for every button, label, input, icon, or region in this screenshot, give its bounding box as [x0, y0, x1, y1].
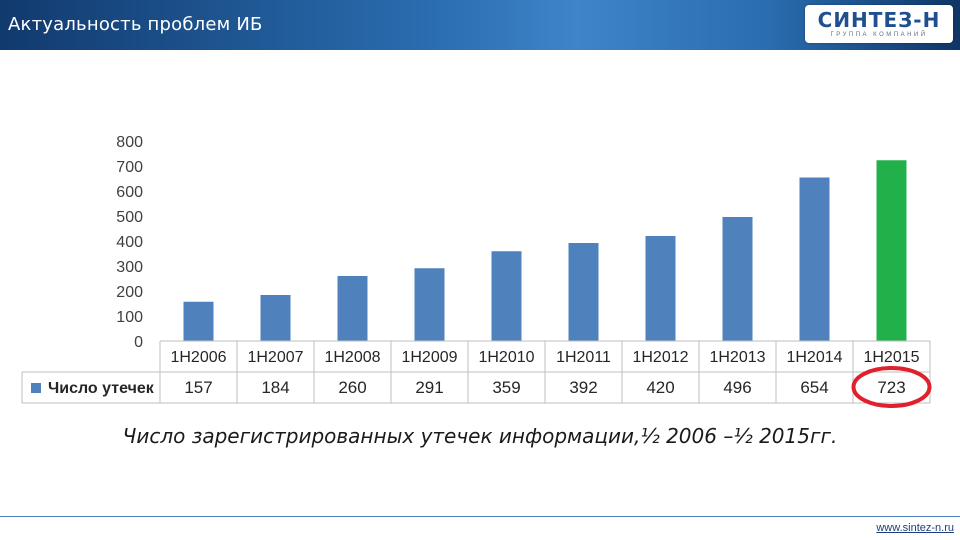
legend-swatch — [31, 383, 41, 393]
y-tick-label: 800 — [116, 134, 143, 151]
y-tick-label: 0 — [134, 334, 143, 351]
category-label: 1H2006 — [170, 349, 226, 366]
category-label: 1H2011 — [556, 349, 611, 366]
data-label: 723 — [877, 378, 905, 397]
category-label: 1H2015 — [863, 349, 919, 366]
bar — [799, 177, 830, 341]
page-title: Актуальность проблем ИБ — [8, 14, 263, 35]
bar — [491, 251, 522, 341]
category-label: 1H2008 — [324, 349, 380, 366]
category-label: 1H2010 — [478, 349, 534, 366]
y-tick-label: 100 — [116, 309, 143, 326]
data-label: 184 — [261, 378, 289, 397]
data-label: 654 — [800, 378, 828, 397]
category-label: 1H2014 — [786, 349, 842, 366]
y-tick-label: 400 — [116, 234, 143, 251]
category-label: 1H2007 — [247, 349, 303, 366]
data-label: 260 — [338, 378, 366, 397]
website-link[interactable]: www.sintez-n.ru — [876, 522, 954, 534]
category-label: 1H2013 — [709, 349, 765, 366]
bar — [876, 160, 907, 341]
data-label: 157 — [184, 378, 212, 397]
y-tick-label: 700 — [116, 159, 143, 176]
header-bar: Актуальность проблем ИБ СИНТЕЗ-Н ГРУППА … — [0, 0, 960, 50]
bar — [568, 243, 599, 341]
y-tick-label: 500 — [116, 209, 143, 226]
chart-caption: Число зарегистрированных утечек информац… — [122, 424, 838, 448]
data-label: 496 — [723, 378, 751, 397]
series-name: Число утечек — [48, 380, 155, 397]
bar — [645, 236, 676, 341]
y-tick-label: 200 — [116, 284, 143, 301]
bar-chart: 0 100 200 300 400 500 600 700 800 1H2006 1H2007 1H2… — [21, 134, 932, 408]
bar — [337, 276, 368, 341]
company-logo: СИНТЕЗ-Н ГРУППА КОМПАНИЙ — [805, 5, 953, 43]
data-label: 359 — [492, 378, 520, 397]
bar — [414, 268, 445, 341]
data-label: 392 — [569, 378, 597, 397]
data-label: 420 — [646, 378, 674, 397]
bar — [260, 295, 291, 341]
highlight-circle — [851, 366, 932, 408]
category-label: 1H2012 — [632, 349, 688, 366]
logo-text: СИНТЕЗ-Н — [817, 8, 941, 32]
bar — [722, 217, 753, 341]
bar — [183, 301, 214, 341]
y-tick-label: 600 — [116, 184, 143, 201]
y-tick-label: 300 — [116, 259, 143, 276]
footer-divider — [0, 516, 960, 517]
logo-subtext: ГРУППА КОМПАНИЙ — [830, 32, 928, 38]
category-label: 1H2009 — [401, 349, 457, 366]
data-label: 291 — [415, 378, 443, 397]
